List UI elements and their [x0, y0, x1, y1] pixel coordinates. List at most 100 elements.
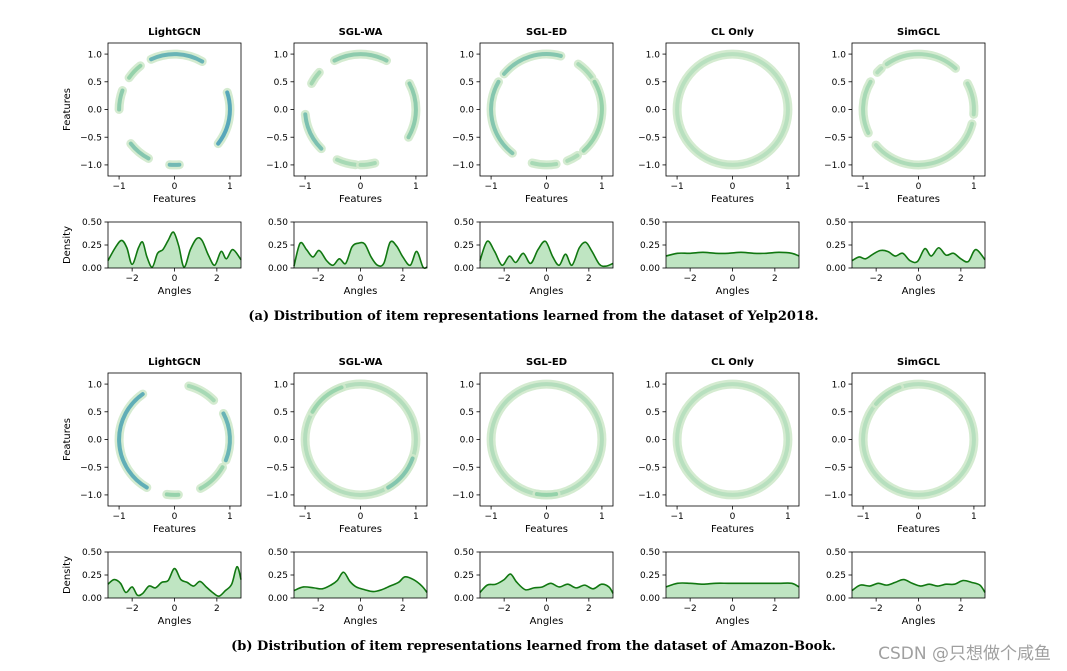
y-tick-label: 0.5: [832, 78, 846, 88]
y-tick-label: 0.25: [826, 571, 846, 581]
y-tick-label: 0.5: [274, 408, 288, 418]
x-tick-label: 0: [172, 182, 178, 192]
y-tick-label: 1.0: [646, 50, 661, 60]
y-tick-label: 0.5: [88, 408, 102, 418]
ring-arc: [186, 383, 216, 403]
y-tick-label: 0.00: [82, 594, 102, 604]
ring-arc: [198, 465, 225, 491]
plot-frame: [479, 372, 614, 507]
x-tick-label: −1: [484, 182, 497, 192]
y-tick-label: −1.0: [266, 161, 288, 171]
x-tick-label: 0: [544, 182, 550, 192]
x-axis-label: Angles: [716, 286, 750, 297]
x-tick-label: 2: [772, 604, 778, 614]
x-tick-label: 0: [916, 274, 922, 284]
x-axis-label: Angles: [902, 616, 936, 627]
y-tick-label: 0.5: [646, 78, 660, 88]
x-tick-label: −2: [126, 604, 139, 614]
density-line: [107, 565, 242, 597]
y-tick-label: 0.25: [82, 241, 102, 251]
y-tick-label: 0.25: [640, 571, 660, 581]
x-tick-label: −2: [684, 274, 697, 284]
ring-arc: [875, 66, 884, 75]
x-tick-label: 1: [971, 512, 977, 522]
x-axis-label: Angles: [158, 286, 192, 297]
panel-title: SGL-WA: [339, 357, 383, 368]
x-axis-label: Angles: [716, 616, 750, 627]
ring-arc: [489, 79, 515, 156]
x-axis-label: Features: [525, 524, 568, 535]
x-tick-label: −2: [126, 274, 139, 284]
x-axis-label: Features: [897, 524, 940, 535]
y-tick-label: 0.50: [268, 218, 288, 228]
y-tick-label: 1.0: [832, 380, 847, 390]
density-line: [479, 240, 614, 268]
density-plot-a4d: −2 0 2 0.00 0.25 0.50 Angles: [640, 218, 800, 297]
x-tick-label: 0: [916, 512, 922, 522]
panel-title: SimGCL: [897, 27, 941, 38]
x-tick-label: −1: [484, 512, 497, 522]
plot-frame: [293, 372, 428, 507]
x-axis-label: Angles: [530, 616, 564, 627]
ring-arc: [128, 141, 151, 161]
y-tick-label: 0.25: [454, 241, 474, 251]
y-tick-label: 0.0: [88, 106, 103, 116]
ring-plot-b5: SimGCL −1 0 1 −1.0 −0.5 0.0 0.5 1.0 Features: [824, 357, 986, 535]
y-tick-label: −1.0: [638, 491, 660, 501]
y-tick-label: −0.5: [80, 463, 102, 473]
density-line: [851, 578, 986, 593]
x-tick-label: 0: [358, 604, 364, 614]
x-axis-label: Features: [339, 524, 382, 535]
y-tick-label: −0.5: [452, 463, 474, 473]
y-tick-label: −0.5: [824, 133, 846, 143]
y-tick-label: 0.50: [82, 218, 102, 228]
panel-title: CL Only: [711, 357, 754, 368]
ring-arc: [386, 456, 415, 490]
panel-title: SGL-ED: [526, 27, 567, 38]
ring-arc: [117, 88, 125, 112]
y-tick-label: 0.50: [826, 218, 846, 228]
y-tick-label: 0.00: [268, 594, 288, 604]
y-tick-label: −1.0: [638, 161, 660, 171]
y-tick-label: 0.50: [826, 548, 846, 558]
y-tick-label: 0.00: [640, 594, 660, 604]
y-tick-label: 0.25: [268, 241, 288, 251]
y-tick-label: 0.0: [460, 436, 475, 446]
y-tick-label: 0.50: [454, 548, 474, 558]
y-tick-label: 1.0: [460, 50, 475, 60]
density-area: [666, 252, 799, 268]
density-line: [665, 251, 800, 257]
x-tick-label: 2: [586, 604, 592, 614]
y-axis-label: Density: [62, 226, 73, 264]
x-tick-label: 0: [730, 512, 736, 522]
y-tick-label: 1.0: [832, 50, 847, 60]
y-tick-label: 0.25: [826, 241, 846, 251]
x-tick-label: −1: [112, 182, 125, 192]
y-tick-label: 0.5: [274, 78, 288, 88]
ring-arc: [216, 90, 232, 146]
y-tick-label: 0.5: [460, 408, 474, 418]
caption-yelp2018: (a) Distribution of item representations…: [248, 309, 819, 324]
x-axis-label: Features: [339, 194, 382, 205]
y-tick-label: 0.00: [454, 594, 474, 604]
y-axis-label: Features: [62, 88, 73, 131]
plot-frame: [665, 372, 800, 507]
plot-frame: [107, 42, 242, 177]
x-tick-label: −1: [298, 182, 311, 192]
y-tick-label: 0.0: [832, 106, 847, 116]
density-area: [108, 232, 241, 268]
y-tick-label: 0.00: [640, 264, 660, 274]
x-tick-label: 2: [958, 274, 964, 284]
x-tick-label: −2: [870, 604, 883, 614]
y-tick-label: −0.5: [266, 133, 288, 143]
density-area: [294, 572, 427, 598]
y-tick-label: 0.25: [268, 571, 288, 581]
x-tick-label: 1: [971, 182, 977, 192]
ring-arc: [309, 70, 322, 86]
x-axis-label: Angles: [344, 286, 378, 297]
y-tick-label: 0.25: [454, 571, 474, 581]
plot-frame: [479, 42, 614, 177]
x-tick-label: 0: [916, 182, 922, 192]
ring-arc: [675, 382, 790, 497]
